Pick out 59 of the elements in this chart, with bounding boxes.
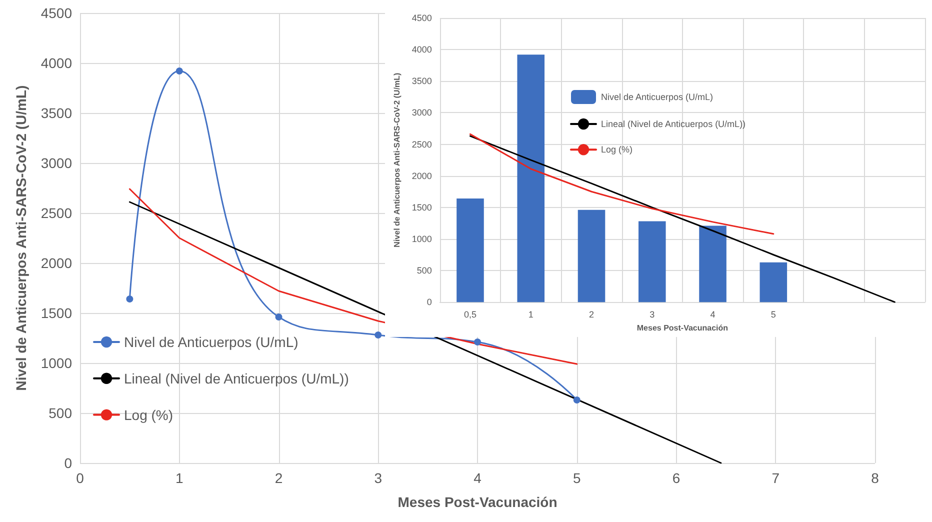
y-tick-label: 1500: [412, 202, 432, 212]
y-tick-label: 3000: [40, 155, 72, 171]
x-tick-label: 4: [474, 470, 482, 486]
y-axis-title: Nivel de Anticuerpos Anti-SARS-CoV-2 (U/mL): [13, 85, 29, 391]
x-tick-label: 4: [710, 310, 716, 320]
y-tick-label: 3500: [412, 76, 432, 86]
bar: [517, 54, 545, 302]
bar: [456, 198, 484, 302]
x-tick-label: 2: [274, 470, 283, 486]
y-tick-label: 0: [64, 455, 72, 471]
line-series: [469, 133, 774, 235]
bar: [699, 226, 726, 302]
point: [573, 396, 580, 404]
y-tick-label: 1500: [40, 305, 72, 321]
point: [275, 314, 282, 320]
x-tick-label: 5: [572, 470, 581, 486]
x-tick-label: 5: [770, 310, 776, 320]
bar: [578, 210, 606, 302]
x-tick-label: 8: [871, 470, 880, 486]
x-tick-label: 6: [672, 470, 680, 486]
y-tick-label: 3500: [40, 105, 72, 121]
line-series: [469, 135, 896, 303]
x-axis-title: Meses Post-Vacunación: [636, 324, 728, 332]
legend-label: Nivel de Anticuerpos (U/mL): [601, 92, 714, 102]
point: [176, 68, 183, 74]
y-tick-label: 1000: [412, 234, 432, 244]
legend-label: Nivel de Anticuerpos (U/mL): [124, 334, 298, 350]
y-tick-label: 2000: [412, 170, 432, 181]
y-tick-label: 2500: [40, 205, 72, 221]
y-tick-label: 2000: [40, 255, 72, 271]
x-axis-title: Meses Post-Vacunación: [398, 494, 558, 510]
y-tick-label: 500: [416, 266, 432, 276]
x-tick-label: 7: [772, 470, 780, 486]
legend-label: Lineal (Nivel de Anticuerpos (U/mL)): [124, 370, 349, 386]
x-tick-label: 0: [76, 470, 84, 486]
legend-label: Log (%): [124, 406, 174, 423]
x-tick-label: 3: [650, 310, 655, 320]
x-tick-label: 1: [175, 470, 184, 486]
y-tick-label: 1000: [40, 355, 72, 371]
bar: [638, 221, 666, 302]
y-axis-title: Nivel de Anticuerpos Anti-SARS-CoV-2 (U/mL): [392, 72, 402, 248]
legend-label: Log (%): [601, 144, 633, 155]
bar: [760, 262, 788, 302]
y-tick-label: 3000: [412, 108, 432, 118]
y-tick-label: 4000: [40, 55, 72, 71]
y-tick-label: 4000: [412, 44, 432, 55]
point: [374, 332, 382, 338]
y-tick-label: 4500: [412, 13, 432, 23]
y-tick-label: 0: [426, 297, 432, 308]
x-tick-label: 3: [374, 470, 382, 486]
x-tick-label: 1: [528, 310, 534, 320]
point: [474, 338, 481, 346]
x-tick-label: 0,5: [464, 310, 476, 320]
x-tick-label: 2: [589, 310, 594, 320]
y-tick-label: 2500: [412, 139, 432, 150]
y-tick-label: 500: [48, 405, 72, 421]
y-tick-label: 4500: [40, 5, 72, 21]
legend-label: Lineal (Nivel de Anticuerpos (U/mL)): [601, 119, 746, 129]
point: [126, 296, 134, 302]
